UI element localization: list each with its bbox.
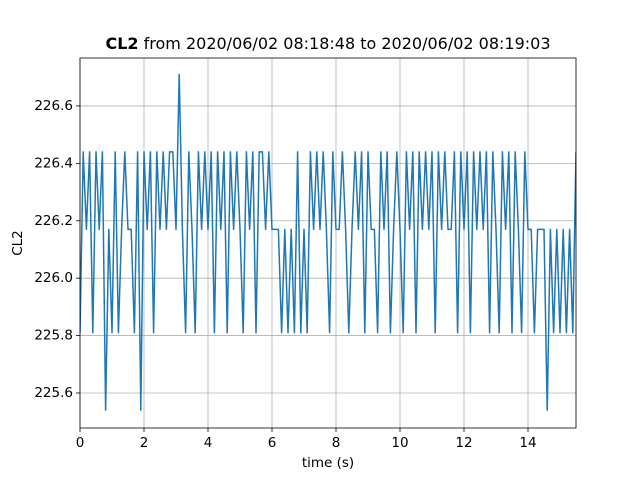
chart-title: CL2 from 2020/06/02 08:18:48 to 2020/06/…: [105, 34, 550, 53]
y-tick-label: 226.0: [34, 270, 73, 286]
plot-frame: [79, 57, 577, 429]
y-tick-label: 225.6: [34, 385, 73, 401]
data-line: [80, 73, 576, 411]
x-tick-label: 6: [268, 435, 277, 451]
x-axis-label: time (s): [302, 455, 354, 471]
y-tick-label: 226.2: [34, 213, 73, 229]
x-tick-label: 0: [76, 435, 85, 451]
x-tick-label: 4: [204, 435, 213, 451]
y-axis-label: CL2: [10, 230, 26, 256]
x-tick-label: 8: [332, 435, 341, 451]
title-bold: CL2: [105, 34, 138, 53]
x-tick-label: 14: [519, 435, 536, 451]
title-rest: from 2020/06/02 08:18:48 to 2020/06/02 0…: [144, 34, 551, 53]
y-tick-label: 226.4: [34, 155, 73, 171]
x-tick-label: 10: [391, 435, 408, 451]
y-tick-label: 225.8: [34, 328, 73, 344]
y-tick-label: 226.6: [34, 98, 73, 114]
x-tick-label: 2: [140, 435, 149, 451]
x-tick-label: 12: [455, 435, 472, 451]
